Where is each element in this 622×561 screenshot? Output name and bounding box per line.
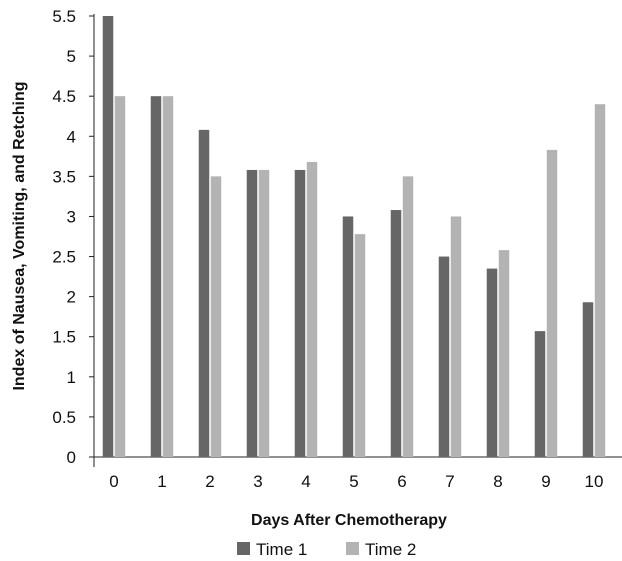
x-tick-label: 8 xyxy=(493,472,502,491)
y-tick-label: 0 xyxy=(67,448,76,467)
x-tick-label: 10 xyxy=(585,472,604,491)
bar-time-2-day-0 xyxy=(114,96,126,457)
y-tick-label: 0.5 xyxy=(52,408,76,427)
y-axis-title: Index of Nausea, Vomiting, and Retching xyxy=(11,81,28,390)
bar-time-1-day-9 xyxy=(534,331,546,457)
bar-time-1-day-1 xyxy=(150,96,162,457)
bar-time-1-day-6 xyxy=(390,210,402,457)
x-tick-label: 7 xyxy=(445,472,454,491)
y-tick-label: 4.5 xyxy=(52,87,76,106)
legend-swatch-time-2 xyxy=(346,542,359,555)
bar-time-2-day-2 xyxy=(210,176,222,457)
y-tick-label: 5 xyxy=(67,47,76,66)
y-tick-label: 4 xyxy=(67,127,76,146)
bar-time-2-day-5 xyxy=(354,234,366,457)
bar-time-1-day-8 xyxy=(486,268,498,457)
bar-time-2-day-9 xyxy=(546,149,558,458)
bar-time-2-day-3 xyxy=(258,169,270,457)
x-axis-title: Days After Chemotherapy xyxy=(251,512,447,529)
bar-time-1-day-4 xyxy=(294,169,306,457)
x-tick-label: 2 xyxy=(205,472,214,491)
bar-time-2-day-1 xyxy=(162,96,174,457)
x-tick-label: 4 xyxy=(301,472,310,491)
y-tick-label: 1 xyxy=(67,368,76,387)
bar-time-1-day-7 xyxy=(438,256,450,457)
legend: Time 1 Time 2 xyxy=(237,540,416,559)
x-tick-label: 5 xyxy=(349,472,358,491)
x-tick-label: 0 xyxy=(109,472,118,491)
bar-time-2-day-8 xyxy=(498,250,510,457)
y-tick-label: 2 xyxy=(67,288,76,307)
y-axis: 0 0.5 1 1.5 2 2.5 3 3.5 4 4.5 5 5.5 xyxy=(52,7,95,467)
bar-time-1-day-5 xyxy=(342,216,354,457)
x-tick-label: 3 xyxy=(253,472,262,491)
x-axis: 0 1 2 3 4 5 6 7 8 9 10 xyxy=(94,456,622,491)
x-tick-label: 1 xyxy=(157,472,166,491)
bar-time-1-day-3 xyxy=(246,169,258,457)
bar-time-2-day-6 xyxy=(402,176,414,457)
legend-swatch-time-1 xyxy=(237,542,250,555)
x-tick-label: 9 xyxy=(541,472,550,491)
bar-time-1-day-0 xyxy=(102,16,114,457)
bar-time-1-day-2 xyxy=(198,129,210,457)
legend-label-time-2: Time 2 xyxy=(365,540,416,559)
bar-time-2-day-10 xyxy=(594,104,606,457)
legend-label-time-1: Time 1 xyxy=(256,540,307,559)
bar-time-2-day-4 xyxy=(306,161,318,457)
bar-time-2-day-7 xyxy=(450,216,462,457)
bars xyxy=(102,16,606,458)
y-tick-label: 2.5 xyxy=(52,248,76,267)
y-tick-label: 5.5 xyxy=(52,7,76,26)
y-tick-label: 1.5 xyxy=(52,328,76,347)
x-tick-label: 6 xyxy=(397,472,406,491)
bar-time-1-day-10 xyxy=(582,302,594,457)
y-tick-label: 3 xyxy=(67,207,76,226)
y-tick-label: 3.5 xyxy=(52,167,76,186)
